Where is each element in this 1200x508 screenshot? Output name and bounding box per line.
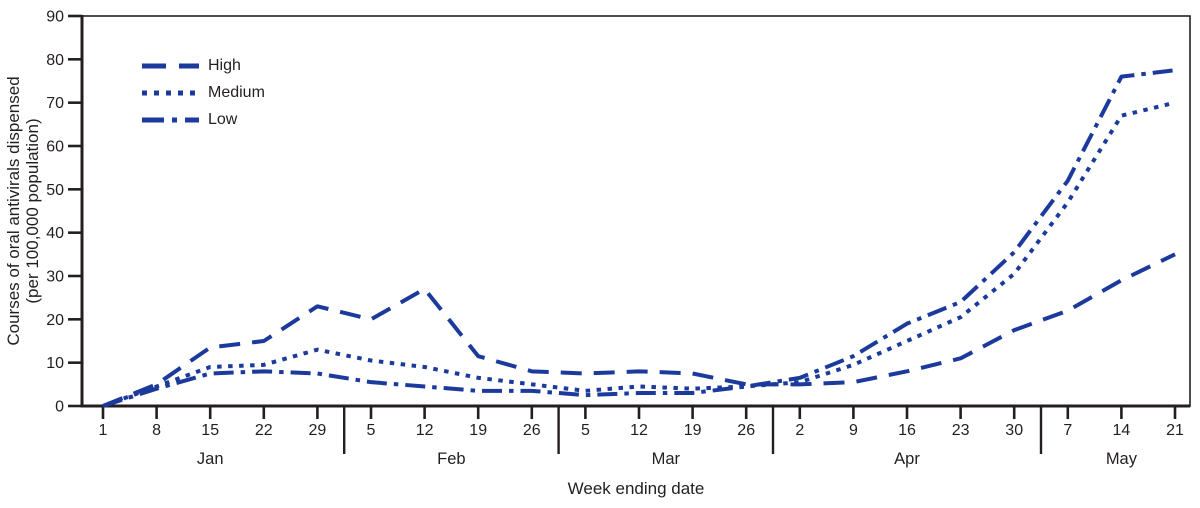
x-tick-label: 8	[152, 422, 161, 439]
legend-label-high: High	[208, 56, 241, 74]
month-label: Apr	[894, 450, 920, 468]
legend-swatch-high-line-icon	[142, 63, 199, 68]
x-tick-label: 21	[1166, 422, 1184, 439]
x-tick-label: 29	[309, 422, 327, 439]
legend-label-low: Low	[208, 110, 238, 128]
month-label: May	[1106, 450, 1138, 468]
y-tick-label: 50	[46, 182, 64, 199]
series-line-low	[102, 68, 1176, 408]
x-tick-label: 19	[684, 422, 702, 439]
y-tick-label: 20	[46, 312, 64, 329]
legend-swatch-low-line-icon	[142, 117, 199, 122]
x-tick-label: 16	[898, 422, 916, 439]
x-tick-label: 22	[255, 422, 273, 439]
month-label: Feb	[437, 450, 465, 468]
legend-label-medium: Medium	[208, 83, 265, 101]
x-tick-label: 12	[630, 422, 648, 439]
y-axis-title-text: Courses of oral antivirals dispensed (pe…	[4, 76, 42, 345]
legend: High Medium Low	[142, 52, 265, 133]
x-tick-label: 2	[795, 422, 804, 439]
x-tick-label: 5	[367, 422, 376, 439]
y-tick-label: 40	[46, 225, 64, 242]
legend-item-low: Low	[142, 106, 265, 133]
x-tick-label: 12	[416, 422, 434, 439]
y-tick-label: 0	[55, 399, 64, 416]
legend-item-high: High	[142, 52, 265, 79]
y-tick-label: 80	[46, 52, 64, 69]
x-tick-label: 9	[849, 422, 858, 439]
x-tick-label: 15	[201, 422, 219, 439]
x-tick-label: 26	[737, 422, 755, 439]
x-tick-label: 26	[523, 422, 541, 439]
x-tick-label: 19	[469, 422, 487, 439]
x-tick-label: 14	[1113, 422, 1131, 439]
y-axis-title-line1: Courses of oral antivirals dispensed	[4, 76, 23, 346]
x-tick-label: 30	[1005, 422, 1023, 439]
month-label: Mar	[652, 450, 681, 468]
y-axis-title-line2: (per 100,000 population)	[23, 118, 42, 304]
y-tick-label: 90	[46, 9, 64, 26]
month-label: Jan	[197, 450, 224, 468]
x-tick-label: 7	[1063, 422, 1072, 439]
x-tick-label: 1	[99, 422, 108, 439]
x-axis-title: Week ending date	[567, 479, 705, 498]
legend-item-medium: Medium	[142, 79, 265, 106]
y-tick-label: 60	[46, 139, 64, 156]
x-tick-label: 5	[581, 422, 590, 439]
x-tick-label: 23	[952, 422, 970, 439]
series-line-high	[102, 252, 1176, 408]
y-tick-label: 10	[46, 355, 64, 372]
legend-swatch-medium-line-icon	[142, 90, 199, 95]
y-tick-label: 30	[46, 269, 64, 286]
y-tick-label: 70	[46, 95, 64, 112]
